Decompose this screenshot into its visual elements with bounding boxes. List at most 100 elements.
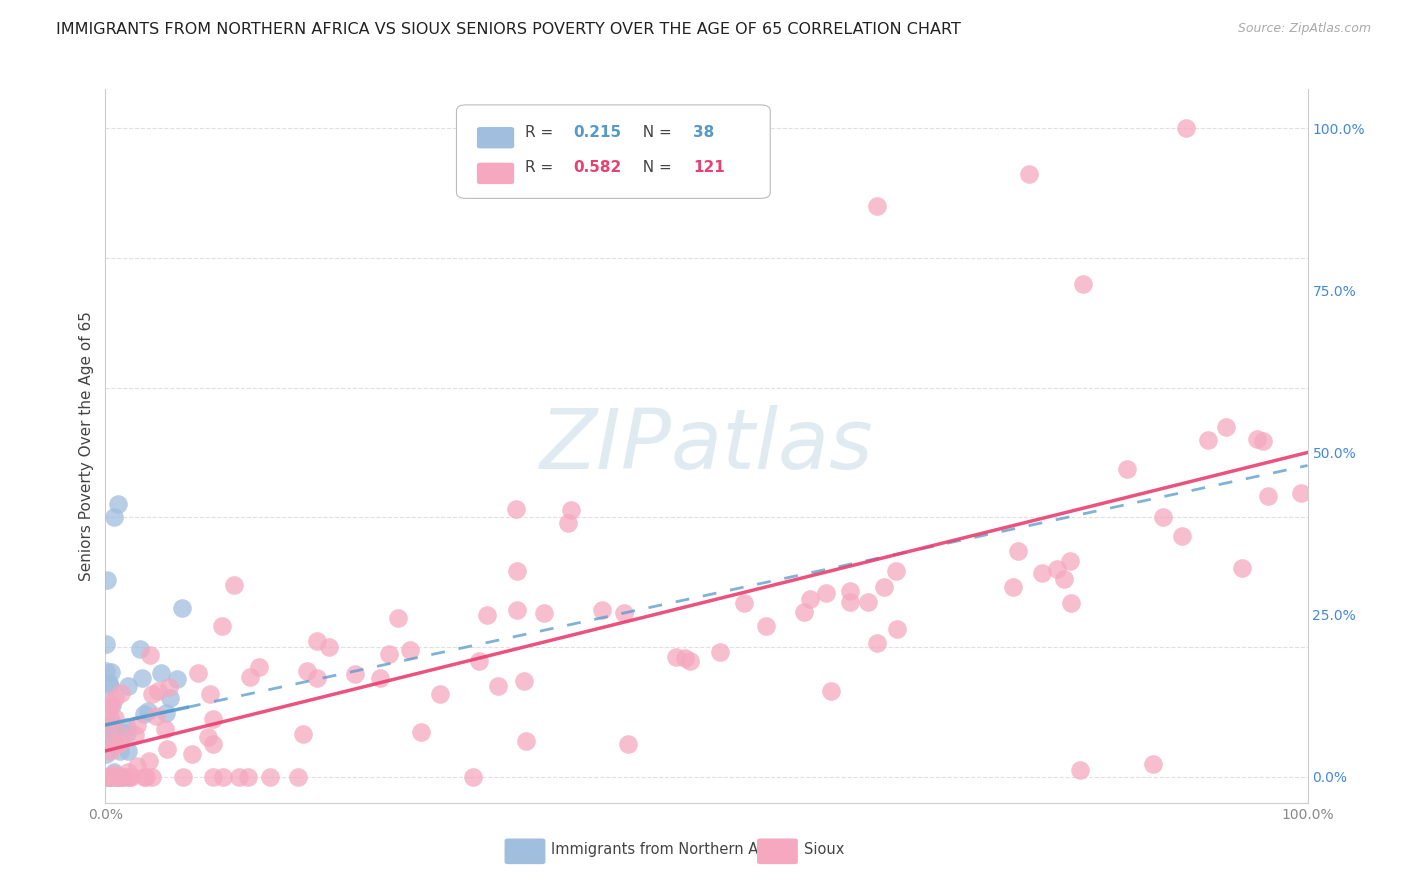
Point	[1071, 277, 1094, 291]
Point	[856, 595, 879, 609]
Point	[141, 770, 163, 784]
Point	[1001, 580, 1024, 594]
Point	[533, 607, 555, 621]
Point	[97, 676, 120, 690]
Point	[94, 664, 117, 678]
Text: R =: R =	[524, 161, 558, 175]
Point	[506, 564, 529, 578]
Point	[1152, 509, 1174, 524]
Point	[838, 584, 860, 599]
Point	[387, 611, 409, 625]
Point	[560, 503, 582, 517]
Point	[94, 735, 117, 749]
Point	[815, 586, 838, 600]
Point	[134, 706, 156, 721]
Point	[136, 704, 159, 718]
Point	[96, 573, 118, 587]
Point	[187, 665, 209, 680]
Point	[305, 671, 328, 685]
Text: Source: ZipAtlas.com: Source: ZipAtlas.com	[1237, 22, 1371, 36]
Point	[486, 679, 509, 693]
Point	[155, 706, 177, 721]
Y-axis label: Seniors Poverty Over the Age of 65: Seniors Poverty Over the Age of 65	[79, 311, 94, 581]
Point	[117, 679, 139, 693]
Point	[866, 199, 889, 213]
Point	[793, 606, 815, 620]
Text: 0.215: 0.215	[574, 125, 621, 139]
Point	[513, 673, 536, 688]
Point	[172, 770, 194, 784]
Point	[1018, 167, 1040, 181]
Point	[132, 770, 155, 784]
FancyBboxPatch shape	[505, 838, 546, 864]
Point	[755, 618, 778, 632]
Point	[98, 700, 121, 714]
Point	[409, 725, 432, 739]
Point	[259, 770, 281, 784]
Point	[118, 770, 141, 784]
Point	[97, 717, 120, 731]
Point	[222, 578, 245, 592]
Point	[429, 687, 451, 701]
Point	[1251, 434, 1274, 448]
Point	[115, 726, 138, 740]
Point	[287, 770, 309, 784]
Point	[98, 770, 121, 784]
Point	[475, 608, 498, 623]
FancyBboxPatch shape	[457, 105, 770, 198]
Point	[468, 654, 491, 668]
Text: Sioux: Sioux	[804, 842, 844, 856]
Point	[115, 720, 138, 734]
Point	[98, 770, 121, 784]
Point	[679, 654, 702, 668]
Point	[884, 564, 907, 578]
Point	[120, 770, 142, 784]
Point	[1031, 566, 1053, 581]
Point	[463, 770, 485, 784]
Text: N =: N =	[633, 161, 676, 175]
Point	[236, 770, 259, 784]
Point	[1174, 121, 1197, 136]
Point	[172, 601, 194, 615]
Point	[96, 720, 118, 734]
Point	[1289, 486, 1312, 500]
Point	[239, 669, 262, 683]
Point	[247, 660, 270, 674]
Point	[103, 510, 125, 524]
Point	[1115, 461, 1137, 475]
Point	[104, 770, 127, 784]
Point	[1197, 433, 1219, 447]
Point	[110, 770, 132, 784]
Text: ZIPatlas: ZIPatlas	[540, 406, 873, 486]
Point	[1257, 489, 1279, 503]
Point	[673, 650, 696, 665]
Point	[149, 665, 172, 680]
Point	[110, 686, 132, 700]
Point	[1170, 528, 1192, 542]
Point	[368, 671, 391, 685]
Point	[101, 698, 124, 713]
Point	[1246, 432, 1268, 446]
Text: IMMIGRANTS FROM NORTHERN AFRICA VS SIOUX SENIORS POVERTY OVER THE AGE OF 65 CORR: IMMIGRANTS FROM NORTHERN AFRICA VS SIOUX…	[56, 22, 962, 37]
Point	[96, 637, 118, 651]
Point	[201, 737, 224, 751]
Point	[107, 770, 129, 784]
FancyBboxPatch shape	[477, 127, 515, 148]
Point	[378, 647, 401, 661]
Point	[108, 770, 131, 784]
Point	[124, 728, 146, 742]
Point	[98, 770, 121, 784]
Point	[181, 747, 204, 761]
Point	[98, 710, 121, 724]
Point	[107, 497, 129, 511]
Point	[201, 770, 224, 784]
Point	[159, 690, 181, 705]
Point	[153, 722, 176, 736]
Point	[318, 640, 340, 654]
Point	[145, 709, 167, 723]
Point	[104, 691, 127, 706]
Point	[135, 770, 157, 784]
Point	[117, 744, 139, 758]
Text: N =: N =	[633, 125, 676, 139]
Point	[128, 642, 150, 657]
